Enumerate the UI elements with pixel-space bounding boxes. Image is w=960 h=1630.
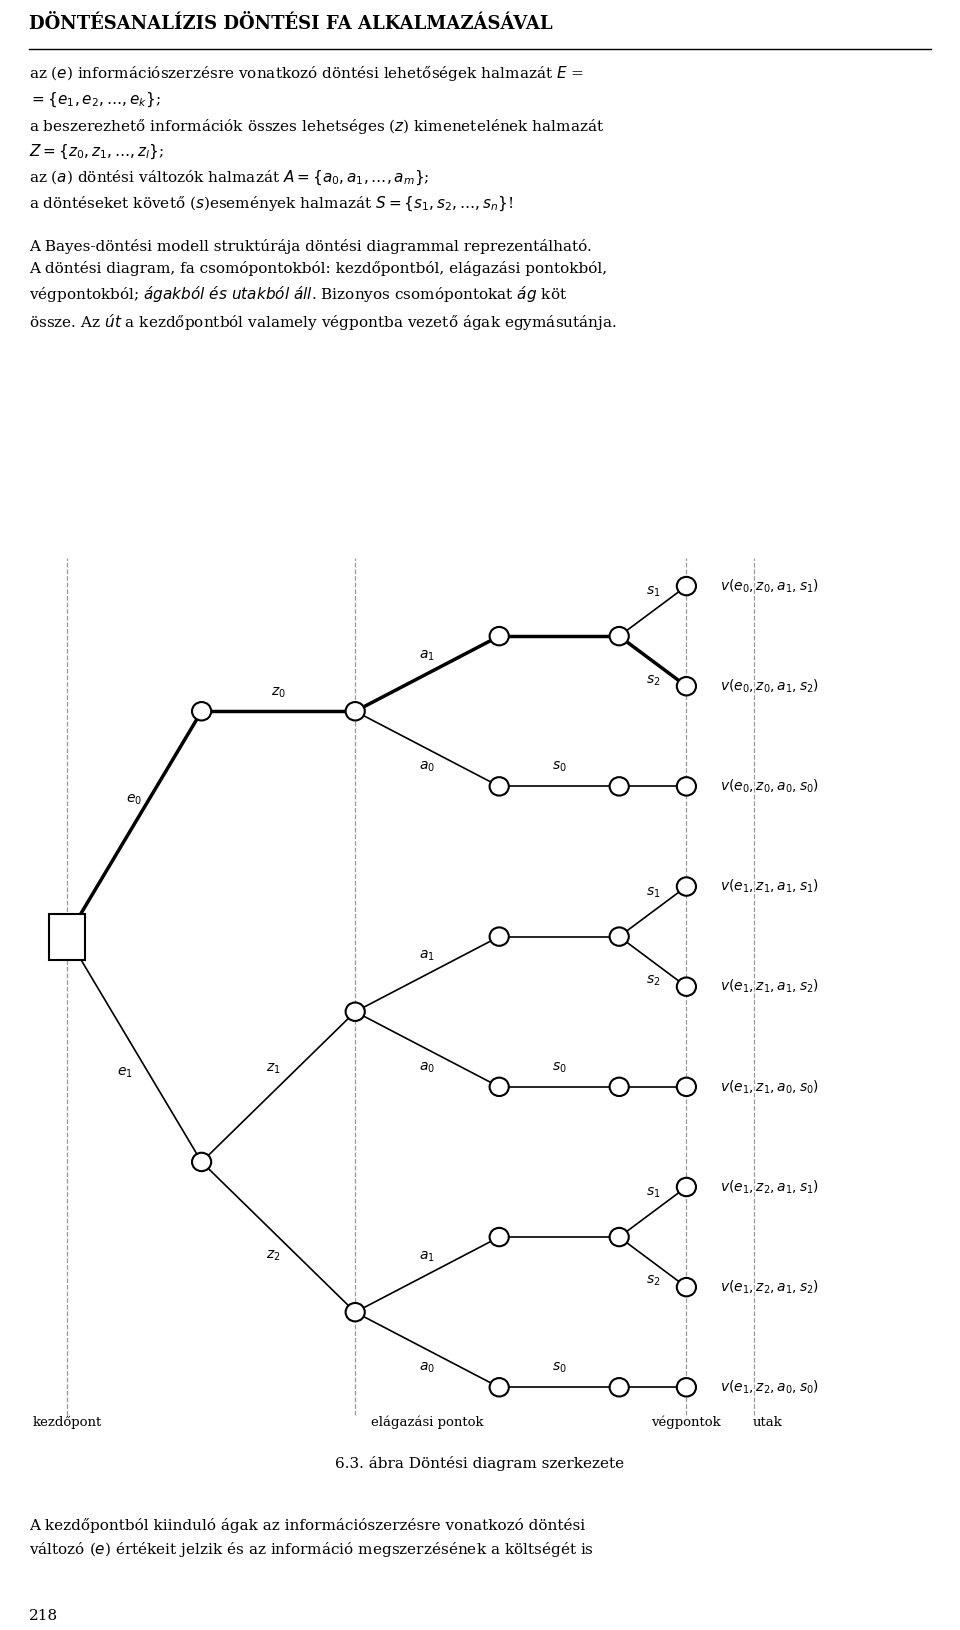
Circle shape [677, 877, 696, 897]
Text: $v(e_1, z_2, a_1, s_2)$: $v(e_1, z_2, a_1, s_2)$ [720, 1278, 819, 1296]
Text: $e_0$: $e_0$ [127, 792, 142, 807]
Circle shape [677, 1178, 696, 1196]
Text: $a_1$: $a_1$ [420, 949, 435, 963]
Circle shape [490, 1377, 509, 1397]
Text: $z_1$: $z_1$ [266, 1061, 281, 1076]
Text: $s_1$: $s_1$ [645, 1185, 660, 1200]
Bar [49, 913, 85, 960]
Text: elágazási pontok: elágazási pontok [371, 1415, 484, 1430]
Text: $v(e_0, z_0, a_1, s_2)$: $v(e_0, z_0, a_1, s_2)$ [720, 678, 819, 694]
Text: utak: utak [753, 1416, 783, 1430]
Text: $s_1$: $s_1$ [645, 885, 660, 900]
Circle shape [490, 1227, 509, 1247]
Circle shape [346, 1002, 365, 1020]
Text: $s_2$: $s_2$ [645, 973, 660, 988]
Text: 6.3. ábra Döntési diagram szerkezete: 6.3. ábra Döntési diagram szerkezete [335, 1456, 625, 1470]
Text: $a_0$: $a_0$ [420, 1061, 435, 1074]
Circle shape [677, 1077, 696, 1095]
Circle shape [610, 927, 629, 945]
Circle shape [346, 703, 365, 720]
Text: $v(e_1, z_1, a_1, s_2)$: $v(e_1, z_1, a_1, s_2)$ [720, 978, 819, 996]
Circle shape [490, 1077, 509, 1095]
Text: $s_2$: $s_2$ [645, 673, 660, 688]
Circle shape [610, 628, 629, 645]
Circle shape [610, 778, 629, 795]
Circle shape [490, 927, 509, 945]
Text: $s_2$: $s_2$ [645, 1275, 660, 1288]
Text: 218: 218 [29, 1609, 58, 1622]
Circle shape [677, 1377, 696, 1397]
Circle shape [346, 1302, 365, 1322]
Text: $s_0$: $s_0$ [552, 1061, 566, 1074]
Text: $v(e_0, z_0, a_1, s_1)$: $v(e_0, z_0, a_1, s_1)$ [720, 577, 819, 595]
Circle shape [610, 1227, 629, 1247]
Circle shape [677, 1278, 696, 1296]
Text: $v(e_1, z_2, a_1, s_1)$: $v(e_1, z_2, a_1, s_1)$ [720, 1178, 819, 1196]
Circle shape [490, 628, 509, 645]
Text: $a_1$: $a_1$ [420, 649, 435, 663]
Circle shape [677, 978, 696, 996]
Text: $v(e_1, z_1, a_1, s_1)$: $v(e_1, z_1, a_1, s_1)$ [720, 879, 819, 895]
Circle shape [677, 778, 696, 795]
Text: $v(e_1, z_1, a_0, s_0)$: $v(e_1, z_1, a_0, s_0)$ [720, 1077, 819, 1095]
Text: A kezdőpontból kiinduló ágak az információszerzésre vonatkozó döntési
változó ($: A kezdőpontból kiinduló ágak az informác… [29, 1518, 594, 1558]
Text: kezdőpont: kezdőpont [33, 1415, 102, 1430]
Text: $v(e_1, z_2, a_0, s_0)$: $v(e_1, z_2, a_0, s_0)$ [720, 1379, 819, 1395]
Text: $a_0$: $a_0$ [420, 1361, 435, 1376]
Text: az ($e$) információszerzésre vonatkozó döntési lehetőségek halmazát $E$ =
$= \{e: az ($e$) információszerzésre vonatkozó d… [29, 64, 616, 333]
Text: $s_0$: $s_0$ [552, 1361, 566, 1376]
Circle shape [192, 1152, 211, 1172]
Text: $a_1$: $a_1$ [420, 1249, 435, 1263]
Text: végpontok: végpontok [652, 1415, 721, 1430]
Circle shape [677, 577, 696, 595]
Text: $s_0$: $s_0$ [552, 760, 566, 774]
Text: DÖNTÉSANALÍZIS DÖNTÉSI FA ALKALMAZÁSÁVAL: DÖNTÉSANALÍZIS DÖNTÉSI FA ALKALMAZÁSÁVAL [29, 15, 552, 33]
Circle shape [192, 703, 211, 720]
Circle shape [610, 1377, 629, 1397]
Text: $z_2$: $z_2$ [266, 1249, 281, 1263]
Circle shape [677, 676, 696, 696]
Text: $s_1$: $s_1$ [645, 585, 660, 600]
Text: $e_1$: $e_1$ [117, 1066, 132, 1081]
Text: $a_0$: $a_0$ [420, 760, 435, 774]
Text: $v(e_0, z_0, a_0, s_0)$: $v(e_0, z_0, a_0, s_0)$ [720, 778, 819, 795]
Circle shape [490, 778, 509, 795]
Text: $z_0$: $z_0$ [271, 686, 286, 701]
Circle shape [610, 1077, 629, 1095]
